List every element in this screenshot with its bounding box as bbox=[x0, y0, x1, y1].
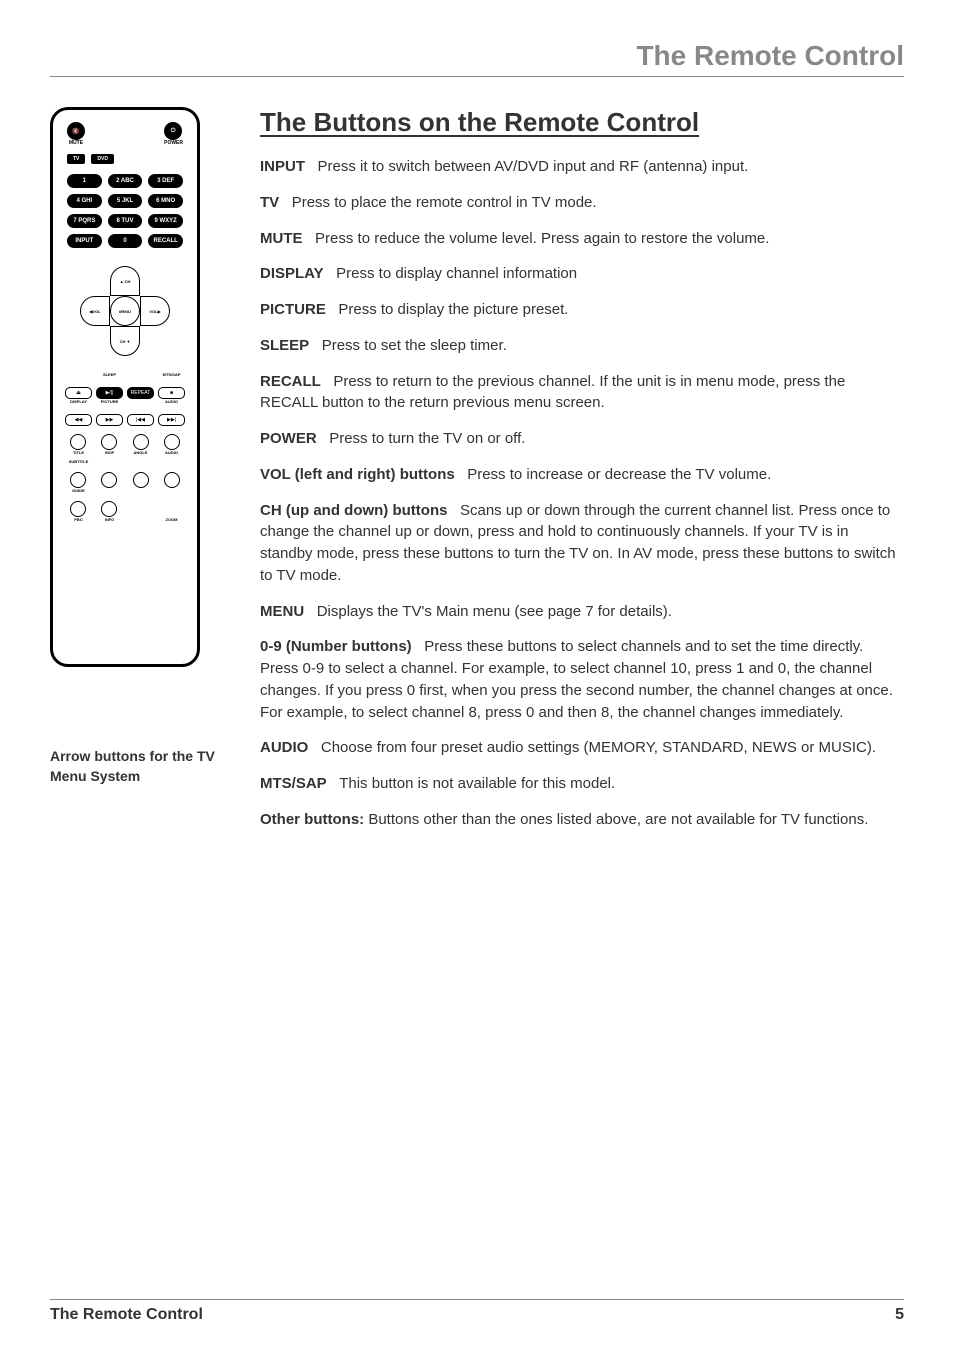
desc-display: DISPLAY Press to display channel informa… bbox=[260, 263, 904, 285]
desc-vol: VOL (left and right) buttons Press to in… bbox=[260, 464, 904, 486]
dpad-left: ◀VOL bbox=[80, 296, 110, 326]
desc-ch: CH (up and down) buttons Scans up or dow… bbox=[260, 500, 904, 587]
num-5: 5 JKL bbox=[108, 194, 143, 208]
display-label: DISPLAY bbox=[65, 399, 92, 404]
prev-btn: |◀◀ bbox=[127, 414, 154, 426]
stop-btn: ■ bbox=[158, 387, 185, 399]
angle-label: ANGLE bbox=[127, 450, 154, 455]
remote-caption: Arrow buttons for the TV Menu System bbox=[50, 747, 230, 786]
desc-tv: TV Press to place the remote control in … bbox=[260, 192, 904, 214]
remote-illustration: 🔇 MUTE ⏻ POWER TV DVD 1 2 ABC 3 DEF 4 GH… bbox=[50, 107, 200, 667]
mode-tv: TV bbox=[67, 154, 85, 164]
angle-btn bbox=[133, 434, 149, 450]
mute-label: MUTE bbox=[67, 140, 85, 146]
power-label: POWER bbox=[164, 140, 183, 146]
dpad-up: ▲ CH bbox=[110, 266, 140, 296]
dpad-menu: MENU bbox=[110, 296, 140, 326]
num-7: 7 PQRS bbox=[67, 214, 102, 228]
repeat-btn: REPEAT bbox=[127, 387, 154, 399]
guide-btn bbox=[70, 501, 86, 517]
zoom-label: ZOOM bbox=[158, 517, 185, 522]
dpad-down: CH ▼ bbox=[110, 326, 140, 356]
arrow-left-btn bbox=[101, 472, 117, 488]
desc-recall: RECALL Press to return to the previous c… bbox=[260, 371, 904, 415]
arrow-right-btn bbox=[164, 472, 180, 488]
subtitle-btn bbox=[70, 472, 86, 488]
section-title: The Buttons on the Remote Control bbox=[260, 107, 904, 138]
ok-btn bbox=[133, 472, 149, 488]
desc-input: INPUT Press it to switch between AV/DVD … bbox=[260, 156, 904, 178]
desc-sleep: SLEEP Press to set the sleep timer. bbox=[260, 335, 904, 357]
power-icon: ⏻ bbox=[164, 122, 182, 140]
desc-mtssap: MTS/SAP This button is not available for… bbox=[260, 773, 904, 795]
info-label: INFO bbox=[96, 517, 123, 522]
pbc-label: PBC bbox=[65, 517, 92, 522]
num-4: 4 GHI bbox=[67, 194, 102, 208]
num-9: 9 WXYZ bbox=[148, 214, 183, 228]
rew-btn: ◀◀ bbox=[65, 414, 92, 426]
desc-power: POWER Press to turn the TV on or off. bbox=[260, 428, 904, 450]
num-1: 1 bbox=[67, 174, 102, 188]
title-btn bbox=[70, 434, 86, 450]
footer-left: The Remote Control bbox=[50, 1306, 203, 1324]
footer-page: 5 bbox=[895, 1306, 904, 1324]
num-6: 6 MNO bbox=[148, 194, 183, 208]
num-2: 2 ABC bbox=[108, 174, 143, 188]
eject-btn: ⏏ bbox=[65, 387, 92, 399]
desc-other: Other buttons: Buttons other than the on… bbox=[260, 809, 904, 831]
next-btn: ▶▶| bbox=[158, 414, 185, 426]
audio2-btn bbox=[164, 434, 180, 450]
title-label: TITLE bbox=[65, 450, 92, 455]
arrow-down-btn bbox=[101, 501, 117, 517]
page-layout: 🔇 MUTE ⏻ POWER TV DVD 1 2 ABC 3 DEF 4 GH… bbox=[50, 107, 904, 845]
sleep-label: SLEEP bbox=[96, 372, 123, 377]
dpad-right: VOL▶ bbox=[140, 296, 170, 326]
skip-label: SKIP bbox=[96, 450, 123, 455]
num-0: 0 bbox=[108, 234, 143, 248]
left-column: 🔇 MUTE ⏻ POWER TV DVD 1 2 ABC 3 DEF 4 GH… bbox=[50, 107, 230, 845]
ff-btn: ▶▶ bbox=[96, 414, 123, 426]
page-footer: The Remote Control 5 bbox=[50, 1299, 904, 1324]
audio-label: AUDIO bbox=[158, 399, 185, 404]
desc-menu: MENU Displays the TV's Main menu (see pa… bbox=[260, 601, 904, 623]
subtitle-label: SUBTITLE bbox=[65, 459, 92, 464]
audio2-label: AUDIO bbox=[158, 450, 185, 455]
desc-numbers: 0-9 (Number buttons) Press these buttons… bbox=[260, 636, 904, 723]
num-8: 8 TUV bbox=[108, 214, 143, 228]
mute-icon: 🔇 bbox=[67, 122, 85, 140]
skip-btn bbox=[101, 434, 117, 450]
input-btn: INPUT bbox=[67, 234, 102, 248]
page-header: The Remote Control bbox=[50, 40, 904, 77]
desc-mute: MUTE Press to reduce the volume level. P… bbox=[260, 228, 904, 250]
playpause-btn: ▶/|| bbox=[96, 387, 123, 399]
recall-btn: RECALL bbox=[148, 234, 183, 248]
mode-dvd: DVD bbox=[91, 154, 114, 164]
desc-audio: AUDIO Choose from four preset audio sett… bbox=[260, 737, 904, 759]
picture-label: PICTURE bbox=[96, 399, 123, 404]
content-column: The Buttons on the Remote Control INPUT … bbox=[260, 107, 904, 845]
desc-picture: PICTURE Press to display the picture pre… bbox=[260, 299, 904, 321]
num-3: 3 DEF bbox=[148, 174, 183, 188]
guide-label: GUIDE bbox=[65, 488, 92, 493]
mtssap-label: MTS/SAP bbox=[158, 372, 185, 377]
